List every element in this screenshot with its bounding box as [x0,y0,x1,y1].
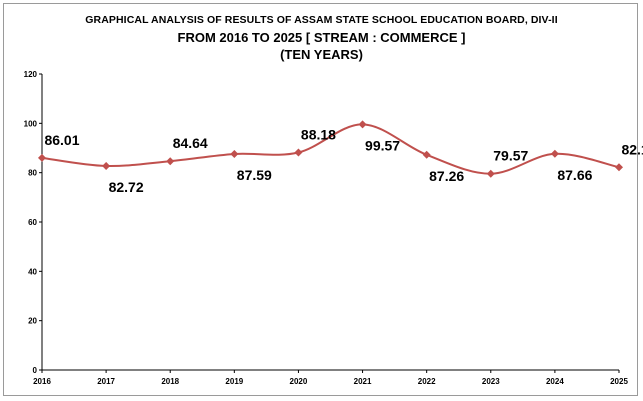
y-tick-label: 40 [28,267,37,276]
series-path [41,123,620,175]
series-line [41,123,620,175]
data-label: 99.57 [365,137,400,153]
data-point-marker [102,161,111,170]
y-tick-label: 80 [28,169,37,178]
x-tick-label: 2019 [225,377,243,386]
data-label: 79.57 [493,148,528,164]
data-point-marker [486,169,495,178]
chart-frame [3,3,638,396]
data-label: 84.64 [173,135,208,151]
x-tick-label: 2016 [33,377,51,386]
data-point-marker [37,153,47,162]
data-label: 86.01 [44,132,79,148]
data-point-marker [166,157,175,166]
x-tick-labels: 2016 2017 2018 2019 2020 2021 2022 2023 2024 2025 [33,377,628,386]
data-point-marker [550,149,559,158]
data-label: 87.66 [557,167,592,183]
data-point-marker [294,148,303,157]
y-tick-label: 120 [24,70,38,79]
data-points [37,120,624,178]
y-tick-label: 100 [24,119,38,128]
data-point-marker [230,149,239,158]
x-tick-label: 2021 [354,377,372,386]
chart-titles: GRAPHICAL ANALYSIS OF RESULTS OF ASSAM S… [0,14,643,62]
data-label: 87.26 [429,168,464,184]
y-tick-label: 60 [28,218,37,227]
x-tick-label: 2022 [418,377,436,386]
x-tick-label: 2024 [546,377,564,386]
data-point-marker [422,150,431,159]
data-point-marker [358,120,367,129]
x-tick-label: 2018 [161,377,179,386]
data-label: 87.59 [237,167,272,183]
data-label: 82.18 [621,141,643,157]
x-tick-label: 2023 [482,377,500,386]
chart-subtitle-secondary: (TEN YEARS) [280,47,363,62]
axes [39,73,620,373]
data-point-marker [614,163,624,172]
chart-title: GRAPHICAL ANALYSIS OF RESULTS OF ASSAM S… [85,14,558,26]
y-tick-label: 20 [28,317,37,326]
x-tick-label: 2017 [97,377,115,386]
data-label: 82.72 [109,179,144,195]
data-label: 88.18 [301,126,336,142]
chart-subtitle: FROM 2016 TO 2025 [ STREAM : COMMERCE ] [177,30,466,45]
x-tick-label: 2020 [290,377,308,386]
y-tick-labels: 0 20 40 60 80 100 120 [24,70,38,375]
x-tick-label: 2025 [610,377,628,386]
data-labels: 86.01 82.72 84.64 87.59 88.18 99.57 87.26 79.57… [44,126,643,194]
y-tick-label: 0 [33,366,38,375]
